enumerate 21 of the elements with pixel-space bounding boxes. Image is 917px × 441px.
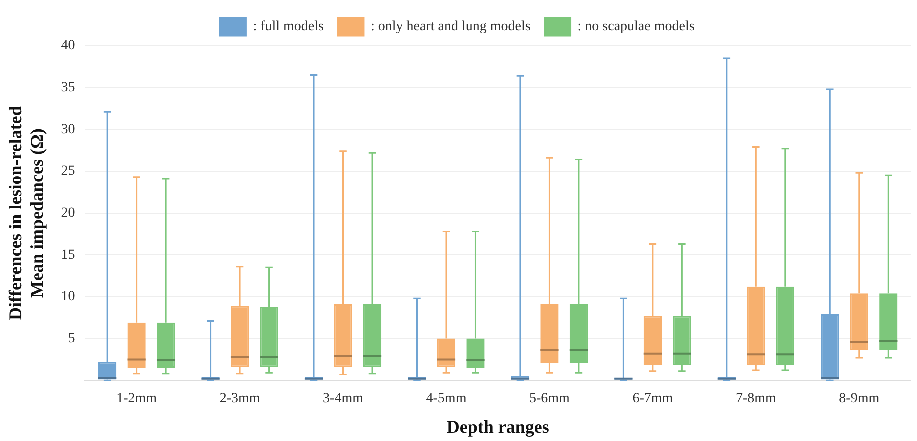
y-axis-title: Differences in lesion-related Mean impedances (Ω) bbox=[5, 106, 48, 320]
x-tick-label: 4-5mm bbox=[426, 392, 467, 407]
y-tick-label: 30 bbox=[61, 122, 76, 138]
y-tick-label: 35 bbox=[61, 80, 76, 96]
legend-label: : no scapulae models bbox=[578, 20, 695, 35]
y-tick-label: 5 bbox=[68, 331, 76, 346]
x-tick-label: 3-4mm bbox=[323, 392, 364, 407]
legend-label: : only heart and lung models bbox=[370, 20, 531, 35]
x-axis-title: Depth ranges bbox=[446, 416, 550, 437]
legend-label: : full models bbox=[253, 20, 324, 35]
y-tick-label: 10 bbox=[61, 290, 76, 305]
x-tick-label: 7-8mm bbox=[736, 392, 776, 407]
x-tick-label: 6-7mm bbox=[632, 392, 674, 407]
y-tick-label: 20 bbox=[61, 206, 76, 221]
x-tick-label: 1-2mm bbox=[116, 392, 158, 407]
x-tick-label: 5-6mm bbox=[529, 392, 570, 407]
y-tick-label: 25 bbox=[61, 164, 76, 180]
x-tick-label: 8-9mm bbox=[839, 392, 880, 407]
x-tick-label: 2-3mm bbox=[220, 392, 260, 407]
y-tick-label: 40 bbox=[61, 38, 76, 54]
y-tick-label: 15 bbox=[61, 248, 76, 263]
